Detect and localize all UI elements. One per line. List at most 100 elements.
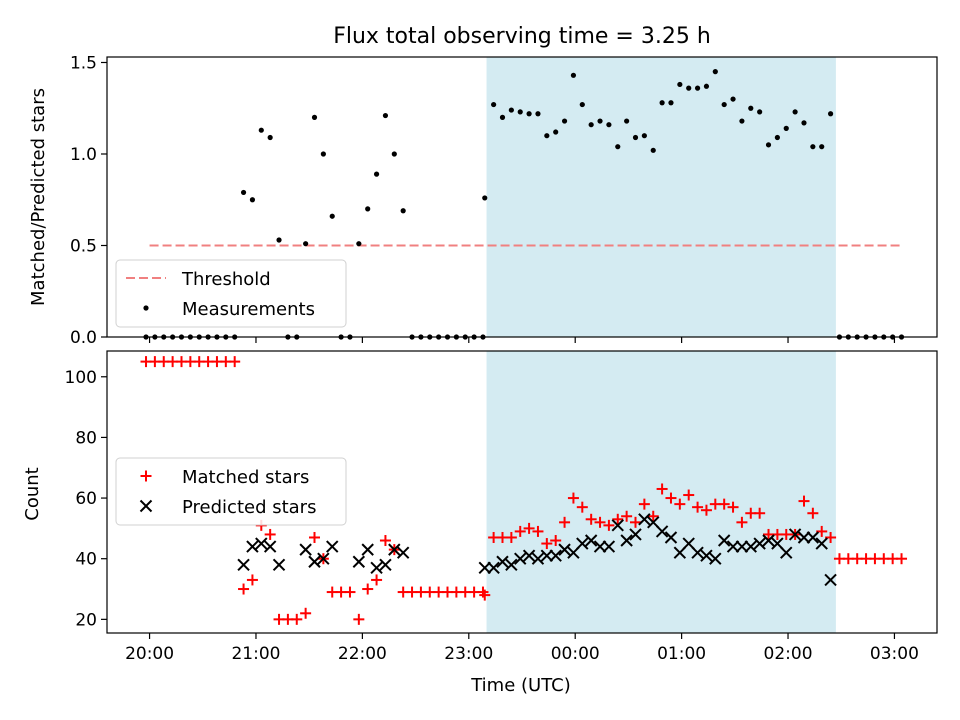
top-dot-marker	[258, 127, 264, 133]
top-dot-marker	[249, 197, 256, 203]
bottom-x-tick-label: 03:00	[870, 644, 919, 664]
bottom-plus-marker	[541, 538, 553, 550]
bottom-plus-marker	[532, 525, 544, 537]
bottom-x-marker	[717, 534, 731, 547]
bottom-plus-marker	[683, 489, 695, 501]
top-dot-marker	[320, 151, 326, 157]
bottom-x-marker	[824, 573, 837, 587]
bottom-plus-marker	[371, 574, 383, 586]
top-y-tick-label: 0.0	[70, 328, 97, 348]
top-dot-marker	[276, 237, 282, 243]
bottom-plus-marker	[621, 510, 633, 522]
bottom-plus-marker	[309, 531, 320, 543]
top-dot-marker	[597, 118, 603, 124]
bottom-plus-marker	[674, 498, 686, 510]
bottom-plus-marker	[816, 525, 828, 537]
bottom-x-tick-label: 23:00	[444, 644, 493, 664]
bottom-x-marker	[255, 537, 268, 550]
top-dot-marker	[606, 122, 612, 128]
top-y-tick-label: 0.5	[70, 236, 97, 256]
top-dot-marker	[792, 109, 798, 115]
bottom-x-marker	[780, 546, 793, 559]
top-dot-marker	[356, 241, 362, 247]
bottom-x-marker	[584, 534, 598, 547]
bottom-plus-marker	[692, 501, 704, 513]
bottom-plus-marker	[362, 583, 374, 595]
top-dot-marker	[579, 101, 585, 108]
top-dot-marker	[712, 69, 718, 75]
bottom-plus-marker	[647, 510, 659, 522]
bottom-x-tick-label: 20:00	[125, 644, 174, 664]
bottom-plus-marker	[594, 516, 606, 528]
bottom-plus-marker	[896, 553, 908, 565]
top-y-axis-label: Matched/Predicted stars	[28, 88, 49, 306]
bottom-x-marker	[788, 528, 802, 541]
top-panel: 0.0 0.5 1.0 1.5 Threshold Measurements	[70, 53, 938, 348]
top-dot-marker	[491, 101, 497, 108]
top-dot-marker	[311, 114, 318, 120]
top-dot-marker	[553, 129, 559, 135]
top-dot-marker	[615, 144, 621, 150]
bottom-plus-marker	[344, 586, 356, 598]
bottom-x-marker	[505, 558, 518, 571]
bottom-legend-x-swatch	[139, 499, 153, 513]
bottom-plus-marker	[798, 495, 810, 507]
bottom-x-marker	[558, 543, 571, 556]
top-dot-marker	[677, 81, 683, 88]
top-dot-marker	[810, 144, 816, 150]
bottom-plus-marker	[754, 507, 766, 519]
top-dot-marker	[588, 122, 594, 128]
top-dot-marker	[373, 171, 380, 177]
top-dot-marker	[544, 133, 550, 139]
top-dot-marker	[783, 125, 789, 131]
bottom-legend	[115, 457, 347, 526]
top-observing-span	[486, 57, 836, 337]
bottom-x-tick-label: 22:00	[338, 644, 387, 664]
bottom-plus-marker	[229, 356, 241, 368]
bottom-plus-marker	[300, 607, 312, 619]
bottom-x-marker	[326, 540, 339, 553]
bottom-plus-marker	[550, 535, 562, 547]
bottom-axes-frame	[106, 350, 938, 634]
bottom-x-marker	[388, 543, 401, 556]
bottom-x-marker	[753, 537, 766, 550]
top-dot-marker	[526, 111, 532, 117]
top-dot-marker	[801, 120, 807, 126]
bottom-x-marker	[299, 543, 312, 556]
top-dot-marker	[774, 134, 780, 141]
top-dot-marker	[703, 83, 710, 89]
bottom-x-marker	[379, 558, 392, 571]
bottom-x-marker	[735, 540, 749, 553]
bottom-x-marker	[237, 558, 250, 571]
top-dot-marker	[535, 111, 541, 117]
top-dot-marker	[641, 133, 647, 139]
bottom-x-marker	[655, 525, 669, 538]
top-dot-marker	[624, 118, 630, 124]
top-y-tick-label: 1.0	[70, 145, 97, 165]
bottom-x-marker	[700, 549, 713, 562]
bottom-x-marker	[370, 561, 383, 575]
bottom-x-marker	[272, 558, 286, 571]
top-dot-marker	[632, 134, 639, 141]
bottom-plus-marker	[638, 498, 650, 510]
bottom-plus-marker	[603, 519, 615, 531]
bottom-plus-marker	[700, 504, 712, 516]
bottom-plus-marker	[807, 507, 819, 519]
bottom-plus-marker	[246, 574, 258, 586]
top-dot-marker	[382, 112, 389, 119]
top-axes-frame	[106, 56, 938, 338]
bottom-y-tick-label: 80	[75, 428, 97, 448]
bottom-x-marker	[263, 540, 277, 553]
bottom-plus-marker	[353, 613, 365, 625]
top-dot-marker	[499, 114, 506, 120]
bottom-x-marker	[629, 528, 642, 541]
bottom-y-tick-label: 60	[75, 489, 97, 509]
top-legend	[115, 259, 347, 328]
top-legend-label: Threshold	[181, 269, 271, 290]
bottom-x-marker	[797, 531, 811, 544]
bottom-x-marker	[549, 549, 562, 562]
top-dot-marker	[819, 144, 825, 150]
bottom-plus-marker	[630, 516, 642, 528]
top-dot-marker	[561, 118, 568, 124]
